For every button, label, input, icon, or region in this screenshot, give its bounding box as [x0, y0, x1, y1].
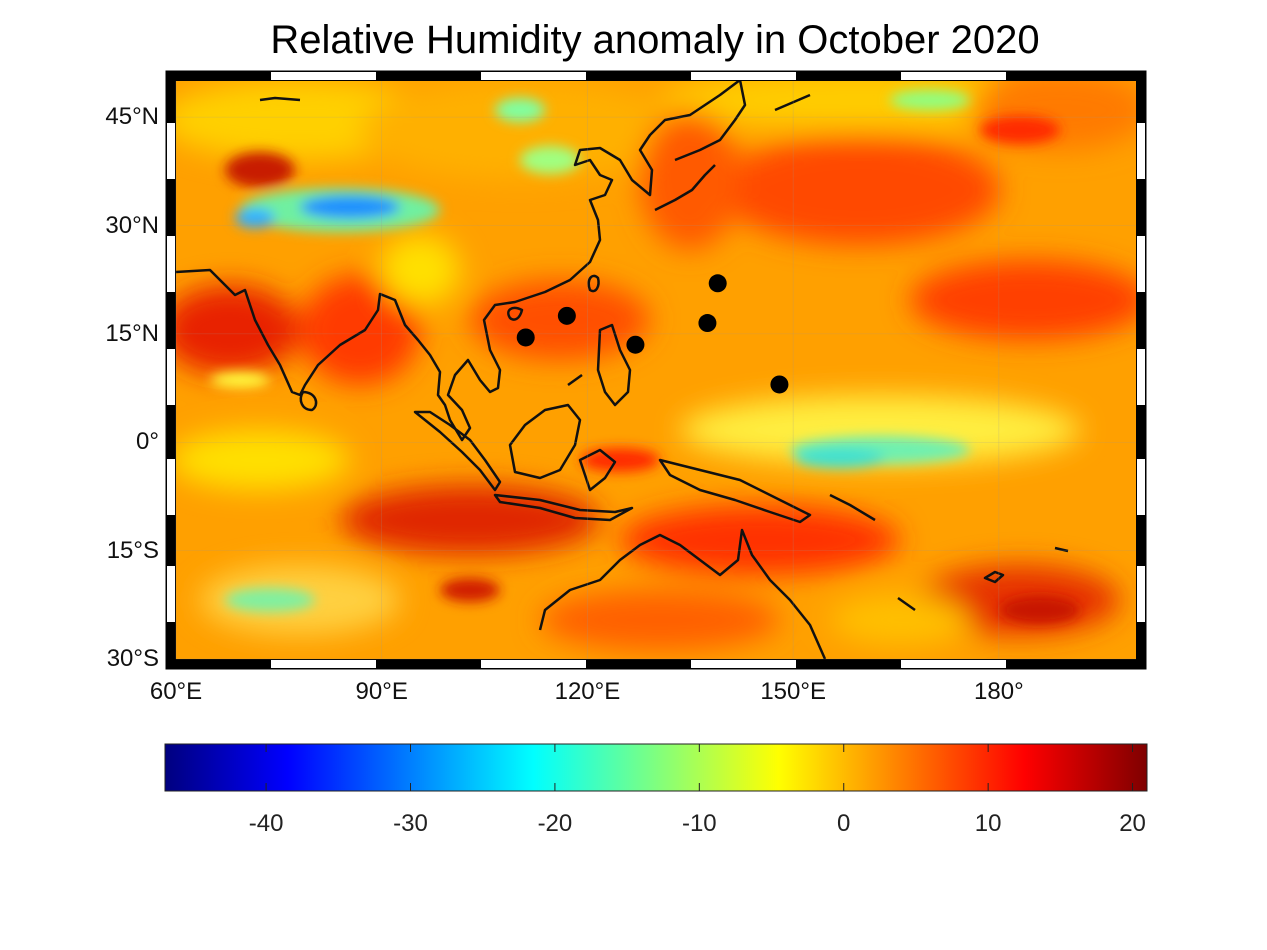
map-marker [557, 306, 576, 325]
lon-tick-label: 150°E [760, 678, 826, 705]
colorbar-tick-label: -40 [248, 810, 284, 837]
lat-tick-label: 30°N [105, 211, 159, 239]
map-marker [708, 274, 727, 293]
map-gridlines [175, 81, 1136, 660]
colorbar-tick-label: -10 [681, 810, 717, 837]
lon-tick-label: 180° [974, 678, 1024, 705]
marker-layer [516, 274, 789, 394]
colorbar [164, 743, 1148, 792]
lon-tick-label: 60°E [149, 678, 203, 705]
map-marker [770, 375, 789, 394]
colorbar-tick-label: -20 [537, 810, 573, 837]
map-marker [698, 314, 717, 333]
lat-tick-label: 0° [136, 428, 159, 456]
lon-tick-label: 90°E [355, 678, 408, 705]
colorbar-tick-label: 20 [1119, 810, 1146, 837]
map-marker [516, 328, 535, 347]
anomaly-field [176, 81, 1136, 659]
lon-tick-label: 120°E [554, 678, 621, 705]
map-frame [165, 70, 1147, 670]
colorbar-tick-label: -30 [393, 810, 428, 837]
colorbar-tick-label: 0 [837, 810, 851, 837]
map-marker [626, 335, 645, 354]
colorbar-tick-label: 10 [974, 810, 1002, 837]
map-title: Relative Humidity anomaly in October 202… [270, 18, 1040, 62]
lat-tick-label: 15°N [105, 319, 159, 347]
lat-tick-label: 45°N [105, 103, 159, 131]
lat-tick-label: 15°S [106, 536, 159, 564]
coastlines [176, 81, 1069, 659]
lat-tick-label: 30°S [106, 645, 159, 672]
